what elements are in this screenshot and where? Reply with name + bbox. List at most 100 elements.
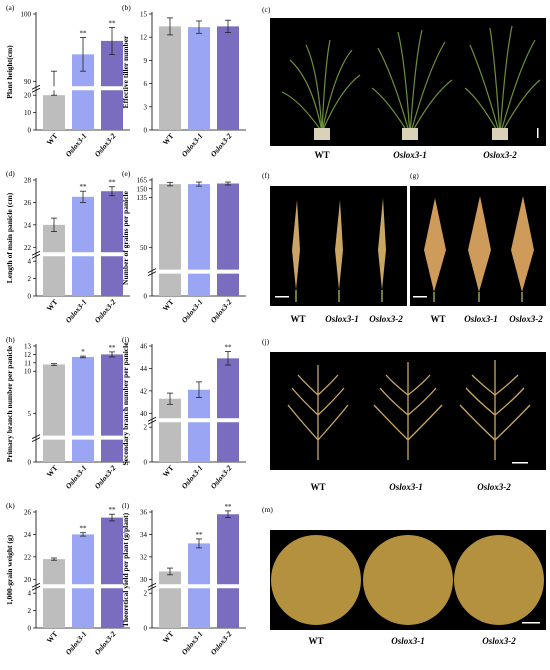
- panel-letter: (e): [122, 169, 131, 178]
- photo-panel-m: (m) WT Oslox3-1 Oslox3-2: [262, 505, 546, 646]
- y-axis-label: Number of grains per panicle: [121, 190, 130, 285]
- y-tick-label: 15: [140, 11, 148, 19]
- x-tick-label: WT: [161, 630, 176, 645]
- y-axis-label: 1,000-grain weight (g): [5, 534, 14, 605]
- bar-wt: [159, 26, 181, 130]
- axis-break-marker: [31, 582, 41, 591]
- significance-mark: **: [225, 344, 233, 352]
- photo-panel-f: (f) WT Oslox3-1 Oslox3-2: [262, 171, 407, 324]
- bar-wt: [43, 364, 65, 462]
- photo-j-label-oslox3-2: Oslox3-2: [477, 482, 511, 492]
- y-tick-label: 26: [24, 509, 32, 517]
- y-tick-label: 2: [144, 424, 148, 432]
- y-tick-label: 22: [24, 553, 32, 561]
- photo-j-label-wt: WT: [310, 482, 325, 492]
- panel-letter-m: (m): [262, 505, 273, 514]
- photo-panel-g: (g) WT Oslox3-1 Oslox3-2: [410, 171, 546, 324]
- bar-oslox3-2: [101, 191, 123, 296]
- y-tick-label: 0: [28, 293, 32, 301]
- x-tick-label: Oslox3-2: [93, 463, 118, 490]
- photo-f-label-wt: WT: [290, 314, 305, 324]
- y-tick-label: 24: [24, 531, 32, 539]
- bar-oslox3-2: [217, 358, 239, 462]
- y-tick-label: 165: [137, 177, 148, 185]
- x-tick-label: Oslox3-2: [209, 629, 234, 656]
- axis-break-marker: [147, 582, 157, 591]
- x-tick-label: Oslox3-2: [93, 297, 118, 324]
- bar-wt: [159, 571, 181, 628]
- y-axis-label: Length of main panicle (cm): [5, 192, 14, 283]
- y-tick-label: 34: [140, 531, 148, 539]
- panicles-g: [424, 196, 534, 302]
- significance-mark: **: [80, 30, 88, 38]
- x-tick-label: WT: [161, 132, 176, 147]
- axis-break-band: [37, 86, 131, 91]
- photo-c-label-oslox3-2: Oslox3-2: [483, 150, 517, 160]
- y-tick-label: 0: [28, 459, 32, 467]
- panel-letter: (a): [6, 3, 15, 12]
- bar-oslox3-2: [217, 26, 239, 130]
- x-tick-label: WT: [161, 298, 176, 313]
- grain-dish-oslox3-2: [454, 535, 544, 625]
- bar-wt: [159, 184, 181, 296]
- axis-break-marker: [31, 250, 41, 259]
- photo-panel-j: (j) WT Oslox3-1 Oslox3-2: [262, 337, 546, 492]
- axis-break-band: [153, 418, 247, 423]
- photo-g-label-wt: WT: [430, 314, 445, 324]
- y-tick-label: 20: [24, 92, 32, 100]
- y-tick-label: 6: [144, 80, 148, 88]
- photo-m-label-wt: WT: [308, 636, 323, 646]
- axis-break-band: [153, 584, 247, 589]
- significance-mark: **: [109, 179, 117, 187]
- panel-letter: (i): [122, 335, 130, 344]
- y-tick-label: 3: [144, 103, 148, 111]
- axis-break-band: [37, 584, 131, 589]
- y-axis-label: Primary branch number per panicle: [5, 345, 14, 462]
- y-axis-label: Theoretical yield per plant (g/plant): [121, 512, 130, 627]
- significance-mark: **: [109, 344, 117, 352]
- x-tick-label: Oslox3-1: [64, 464, 89, 491]
- chart-panel-h: (h)Primary branch number per panicle 0 5 10…: [5, 335, 131, 491]
- y-tick-label: 2: [28, 607, 32, 615]
- scale-bar-c: [537, 128, 539, 138]
- x-tick-label: WT: [45, 464, 60, 479]
- bar-oslox3-1: [188, 27, 210, 130]
- panicles-f: [292, 198, 386, 302]
- y-tick-label: 135: [137, 194, 148, 202]
- y-axis-label: Effective tiller number: [121, 35, 130, 108]
- significance-mark: **: [225, 503, 233, 511]
- photo-f-label-oslox3-2: Oslox3-2: [369, 314, 403, 324]
- scale-bar-g: [413, 296, 427, 298]
- x-tick-label: Oslox3-2: [209, 463, 234, 490]
- x-tick-label: Oslox3-1: [180, 298, 205, 325]
- x-tick-label: Oslox3-2: [209, 131, 234, 158]
- y-axis-label: Plant height(cm): [5, 45, 14, 99]
- grain-dish-wt: [271, 535, 361, 625]
- panel-letter-f: (f): [262, 171, 270, 180]
- photo-panel-c: (c) WT Oslox3-1 Oslox3-2: [262, 5, 546, 160]
- y-tick-label: 4: [28, 590, 32, 598]
- bar-oslox3-2: [101, 40, 123, 130]
- scale-bar-f: [275, 296, 289, 298]
- scale-bar-j: [512, 462, 528, 464]
- bar-wt: [159, 398, 181, 462]
- y-tick-label: 13: [24, 343, 32, 351]
- significance-mark: *: [81, 348, 85, 356]
- photo-m-label-oslox3-2: Oslox3-2: [482, 636, 516, 646]
- y-tick-label: 9: [144, 57, 148, 65]
- bar-oslox3-2: [101, 517, 123, 628]
- chart-panel-d: (d)Length of main panicle (cm)0242224262…: [5, 169, 131, 325]
- y-tick-label: 2: [28, 275, 32, 283]
- y-tick-label: 12: [140, 34, 148, 42]
- photo-c-label-wt: WT: [314, 150, 329, 160]
- y-tick-label: 42: [140, 387, 148, 395]
- bar-oslox3-1: [72, 54, 94, 131]
- spread-panicles-j: [287, 360, 531, 460]
- x-tick-label: Oslox3-2: [93, 131, 118, 158]
- y-tick-label: 28: [24, 177, 32, 185]
- panel-letter-c: (c): [262, 5, 271, 14]
- significance-mark: **: [109, 506, 117, 514]
- significance-mark: **: [196, 531, 204, 539]
- y-tick-label: 150: [137, 185, 148, 193]
